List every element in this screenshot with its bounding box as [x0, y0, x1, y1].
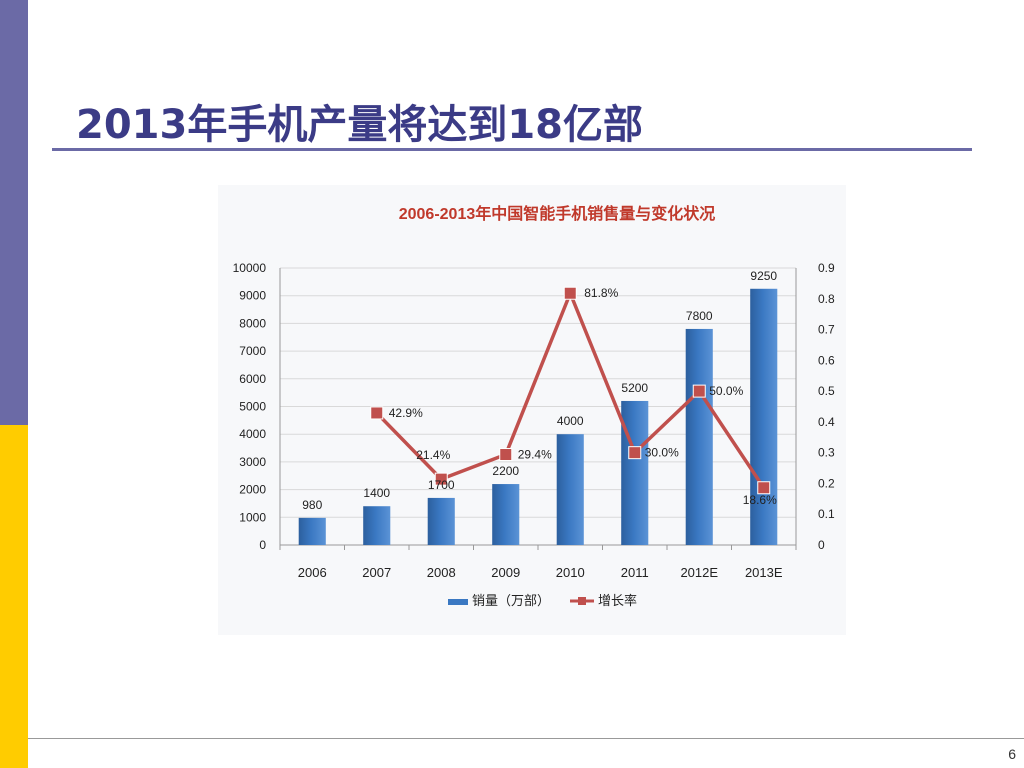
x-tick-label: 2008	[427, 565, 456, 580]
growth-value-label: 50.0%	[709, 384, 743, 398]
growth-value-label: 29.4%	[518, 448, 552, 462]
bar-series	[298, 288, 778, 545]
slide-title: 2013年手机产量将达到18亿部	[76, 102, 643, 148]
growth-marker	[757, 481, 771, 495]
x-tick-label: 2009	[491, 565, 520, 580]
x-tick-label: 2011	[621, 565, 649, 580]
bar	[298, 517, 326, 545]
x-tick-label: 2012E	[680, 565, 718, 580]
growth-marker	[628, 446, 642, 460]
legend-label: 增长率	[598, 593, 637, 608]
bar-value-label: 980	[302, 498, 322, 512]
growth-marker	[499, 448, 513, 462]
growth-value-label: 21.4%	[416, 448, 450, 462]
y-left-tick-label: 2000	[239, 483, 266, 497]
y-left-tick-label: 8000	[239, 316, 266, 330]
bar	[621, 400, 649, 545]
bar-value-label: 7800	[686, 309, 713, 323]
y-right-tick-label: 0.1	[818, 507, 835, 521]
bar-value-label: 4000	[557, 414, 584, 428]
x-tick-label: 2013E	[745, 565, 783, 580]
chart-panel: 2006-2013年中国智能手机销售量与变化状况 0 1000 2000 3000 40…	[218, 185, 846, 635]
sidebar-accent-top	[0, 0, 28, 425]
bar-value-label: 2200	[492, 464, 519, 478]
bar	[492, 484, 520, 545]
data-labels: 980 1400 1700 2200 4000 5200 7800 9250 42.9% 21.4…	[302, 269, 777, 512]
y-left-tick-label: 7000	[239, 344, 266, 358]
y-right-tick-label: 0.7	[818, 323, 835, 337]
y-right-tick-label: 0.9	[818, 261, 835, 275]
growth-value-label: 18.6%	[743, 493, 777, 507]
growth-marker	[563, 286, 577, 300]
line-series	[370, 286, 771, 495]
chart-title: 2006-2013年中国智能手机销售量与变化状况	[399, 204, 716, 223]
y-left-tick-label: 9000	[239, 289, 266, 303]
footer-rule	[28, 738, 1024, 739]
bar-value-label: 1700	[428, 478, 455, 492]
legend-label: 销量（万部）	[472, 593, 550, 608]
legend-swatch-marker	[578, 597, 586, 605]
y-right-tick-label: 0.8	[818, 292, 835, 306]
x-tick-label: 2010	[556, 565, 585, 580]
bar	[685, 328, 713, 545]
y-left-tick-label: 6000	[239, 372, 266, 386]
x-tick-label: 2007	[362, 565, 391, 580]
title-underline	[52, 148, 972, 151]
sidebar-accent-bottom	[0, 425, 28, 768]
y-left-tick-label: 4000	[239, 427, 266, 441]
legend: 销量（万部） 增长率	[448, 593, 637, 608]
growth-marker	[370, 406, 384, 420]
y-right-tick-label: 0.4	[818, 415, 835, 429]
x-tick-label: 2006	[298, 565, 327, 580]
y-right-tick-label: 0.5	[818, 384, 835, 398]
bar-value-label: 5200	[621, 381, 648, 395]
page-number: 6	[1008, 746, 1016, 762]
y-right-tick-label: 0.2	[818, 476, 835, 490]
bar	[556, 434, 584, 545]
axes: 0 1000 2000 3000 4000 5000 6000 7000 8000 9000 100…	[233, 261, 835, 580]
bar	[427, 497, 455, 545]
growth-marker	[434, 472, 448, 486]
y-left-tick-label: 3000	[239, 455, 266, 469]
growth-value-label: 81.8%	[584, 286, 618, 300]
y-left-tick-label: 5000	[239, 400, 266, 414]
bar	[363, 506, 391, 545]
bar-value-label: 9250	[750, 269, 777, 283]
y-right-tick-label: 0.6	[818, 353, 835, 367]
y-right-tick-label: 0	[818, 538, 825, 552]
y-left-tick-label: 0	[259, 538, 266, 552]
bar	[750, 288, 778, 545]
growth-value-label: 42.9%	[389, 406, 423, 420]
chart: 2006-2013年中国智能手机销售量与变化状况 0 1000 2000 3000 40…	[233, 204, 835, 608]
legend-swatch-bar	[448, 599, 468, 605]
y-left-tick-label: 10000	[233, 261, 267, 275]
y-right-tick-label: 0.3	[818, 446, 835, 460]
gridlines	[280, 267, 796, 546]
growth-marker	[692, 384, 706, 398]
y-left-tick-label: 1000	[239, 510, 266, 524]
growth-value-label: 30.0%	[645, 446, 679, 460]
bar-value-label: 1400	[363, 486, 390, 500]
